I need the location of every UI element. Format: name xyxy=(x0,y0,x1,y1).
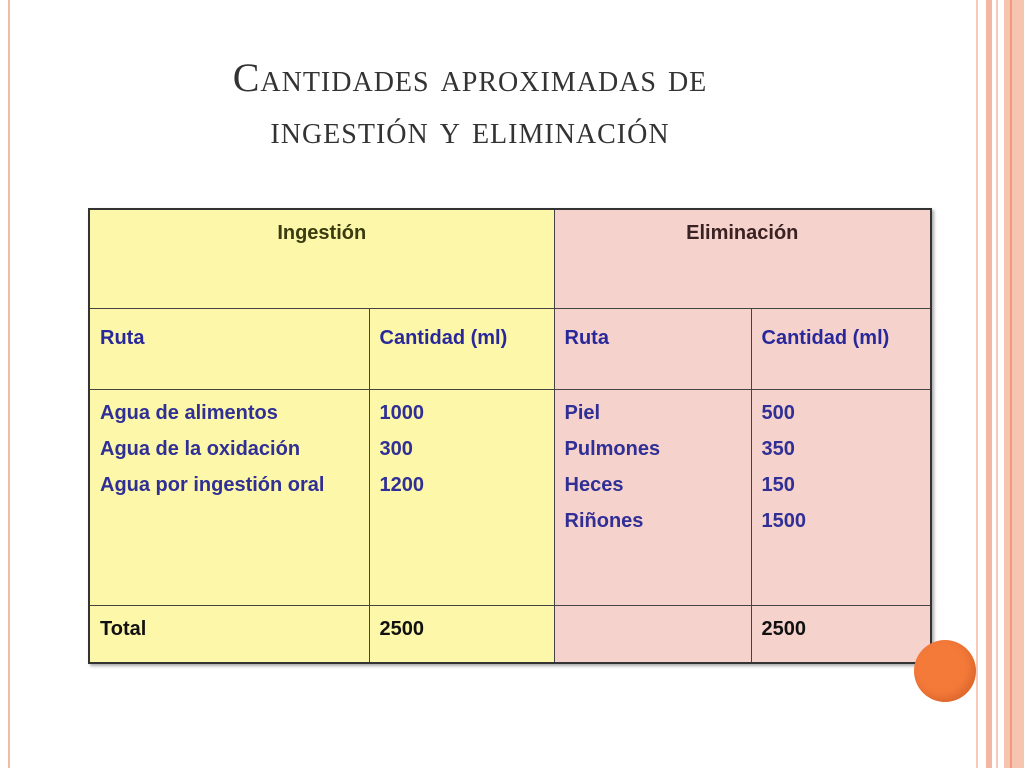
right-decorative-stripe xyxy=(996,0,998,768)
slide-title: Cantidades aproximadas de ingestión y el… xyxy=(120,52,820,156)
subheader-eli-cantidad: Cantidad (ml) xyxy=(750,308,932,390)
table-body-row: Agua de alimentos Agua de la oxidación A… xyxy=(88,389,932,606)
eliminacion-route: Pulmones xyxy=(564,438,661,460)
eliminacion-amount: 350 xyxy=(761,438,795,460)
table-subheader-row: Ruta Cantidad (ml) Ruta Cantidad (ml) xyxy=(88,308,932,390)
ingestion-amount: 1000 xyxy=(379,402,425,424)
total-eliminacion-label xyxy=(553,605,752,664)
header-ingestion: Ingestión xyxy=(88,208,555,309)
subheader-eli-ruta: Ruta xyxy=(553,308,752,390)
decorative-orange-circle xyxy=(914,640,976,702)
intake-output-table: Ingestión Eliminación Ruta Cantidad (ml)… xyxy=(88,208,933,664)
eliminacion-amounts-cell: 500 350 150 1500 xyxy=(750,389,932,606)
header-eliminacion: Eliminación xyxy=(553,208,932,309)
right-decorative-stripe xyxy=(976,0,978,768)
right-decorative-stripe xyxy=(1004,0,1024,768)
eliminacion-routes-cell: Piel Pulmones Heces Riñones xyxy=(553,389,752,606)
eliminacion-route: Piel xyxy=(564,402,601,424)
table-header-row: Ingestión Eliminación xyxy=(88,208,932,309)
eliminacion-amount: 150 xyxy=(761,474,795,496)
eliminacion-amount: 500 xyxy=(761,402,795,424)
table-total-row: Total 2500 2500 xyxy=(88,605,932,664)
right-decorative-stripe xyxy=(1010,0,1012,768)
ingestion-route: Agua por ingestión oral xyxy=(100,474,325,496)
slide-title-line-1: Cantidades aproximadas de xyxy=(232,55,708,100)
eliminacion-route: Heces xyxy=(564,474,624,496)
subheader-ing-cantidad: Cantidad (ml) xyxy=(368,308,555,390)
ingestion-route: Agua de la oxidación xyxy=(100,438,301,460)
total-eliminacion: 2500 xyxy=(750,605,932,664)
slide-title-line-2: ingestión y eliminación xyxy=(270,107,670,152)
eliminacion-amount: 1500 xyxy=(761,510,807,532)
left-decorative-line xyxy=(8,0,10,768)
total-ingestion: 2500 xyxy=(368,605,555,664)
total-label: Total xyxy=(88,605,370,664)
ingestion-route: Agua de alimentos xyxy=(100,402,278,424)
ingestion-routes-cell: Agua de alimentos Agua de la oxidación A… xyxy=(88,389,370,606)
right-decorative-stripe xyxy=(986,0,992,768)
eliminacion-route: Riñones xyxy=(564,510,644,532)
ingestion-amount: 1200 xyxy=(379,474,425,496)
ingestion-amount: 300 xyxy=(379,438,413,460)
ingestion-amounts-cell: 1000 300 1200 xyxy=(368,389,555,606)
subheader-ing-ruta: Ruta xyxy=(88,308,370,390)
